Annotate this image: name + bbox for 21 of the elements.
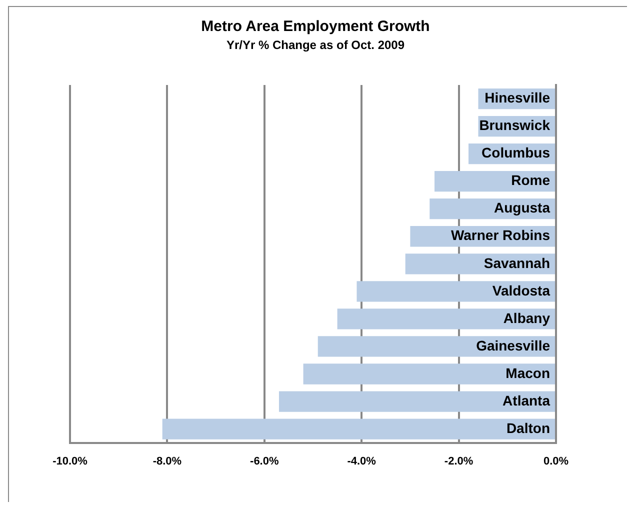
x-tick-label: -6.0% <box>250 455 279 468</box>
y-tick-label: Albany <box>503 310 550 326</box>
chart-subtitle: Yr/Yr % Change as of Oct. 2009 <box>225 38 406 52</box>
x-tick-label: -10.0% <box>52 455 88 468</box>
y-tick-label: Dalton <box>506 420 550 436</box>
x-tick-label: -4.0% <box>347 455 376 468</box>
y-tick-label: Savannah <box>484 254 550 271</box>
y-tick-label: Atlanta <box>502 392 550 408</box>
y-tick-label: Warner Robins <box>450 227 550 244</box>
y-tick-label: Hinesville <box>484 90 550 106</box>
y-tick-label: Columbus <box>482 144 550 161</box>
x-tick-label: 0.0% <box>543 455 569 468</box>
chart-title: Metro Area Employment Growth <box>200 18 431 35</box>
y-tick-label: Brunswick <box>479 117 550 134</box>
y-tick-label: Rome <box>511 172 550 188</box>
y-tick-label: Gainesville <box>476 337 550 354</box>
y-tick-label: Augusta <box>494 200 550 216</box>
x-tick-label: -2.0% <box>444 455 474 468</box>
y-tick-label: Macon <box>506 364 550 381</box>
y-tick-label: Valdosta <box>492 282 550 298</box>
x-tick-label: -8.0% <box>152 455 182 468</box>
